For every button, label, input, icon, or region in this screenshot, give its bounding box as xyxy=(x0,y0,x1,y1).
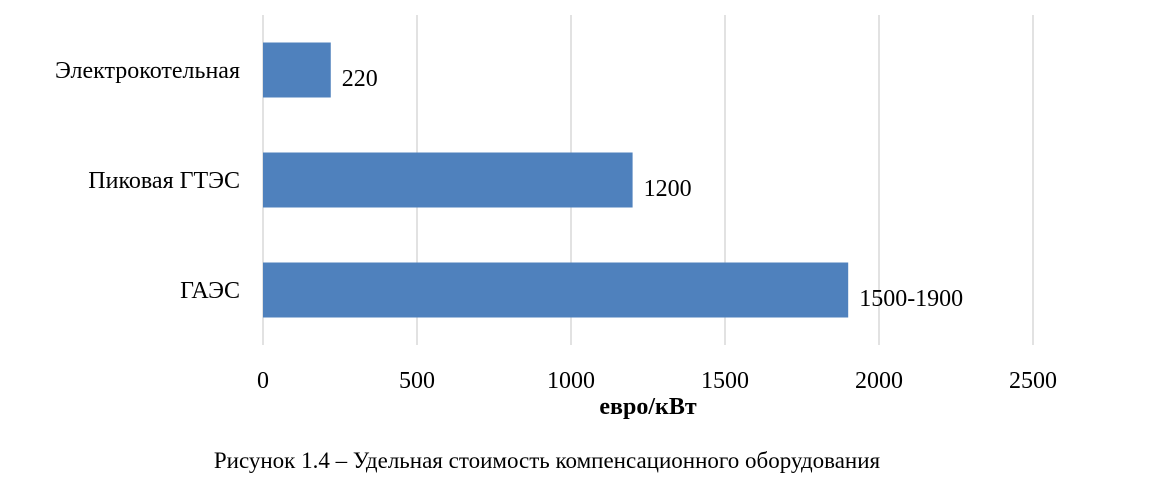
bar xyxy=(263,42,331,98)
category-label: ГАЭС xyxy=(180,278,240,304)
data-label: 1200 xyxy=(644,176,692,202)
bar xyxy=(263,262,849,318)
category-label: Электрокотельная xyxy=(55,58,240,84)
x-tick-label: 500 xyxy=(399,368,435,394)
x-tick-label: 1500 xyxy=(701,368,749,394)
x-tick-label: 2500 xyxy=(1009,368,1057,394)
x-tick-label: 2000 xyxy=(855,368,903,394)
bars xyxy=(263,42,849,318)
figure-caption: Рисунок 1.4 – Удельная стоимость компенс… xyxy=(213,448,881,473)
x-axis-title: евро/кВт xyxy=(599,394,696,420)
data-label: 1500-1900 xyxy=(859,286,963,312)
data-labels: 220 1200 1500-1900 xyxy=(342,66,963,312)
bar-chart: Электрокотельная Пиковая ГТЭС ГАЭС 220 1200… xyxy=(55,15,1057,420)
bar xyxy=(263,152,633,208)
x-tick-labels: 0 500 1000 1500 2000 2500 xyxy=(257,368,1057,394)
data-label: 220 xyxy=(342,66,378,92)
x-tick-label: 1000 xyxy=(547,368,595,394)
x-tick-label: 0 xyxy=(257,368,269,394)
category-labels: Электрокотельная Пиковая ГТЭС ГАЭС xyxy=(55,58,240,304)
category-label: Пиковая ГТЭС xyxy=(88,168,240,194)
